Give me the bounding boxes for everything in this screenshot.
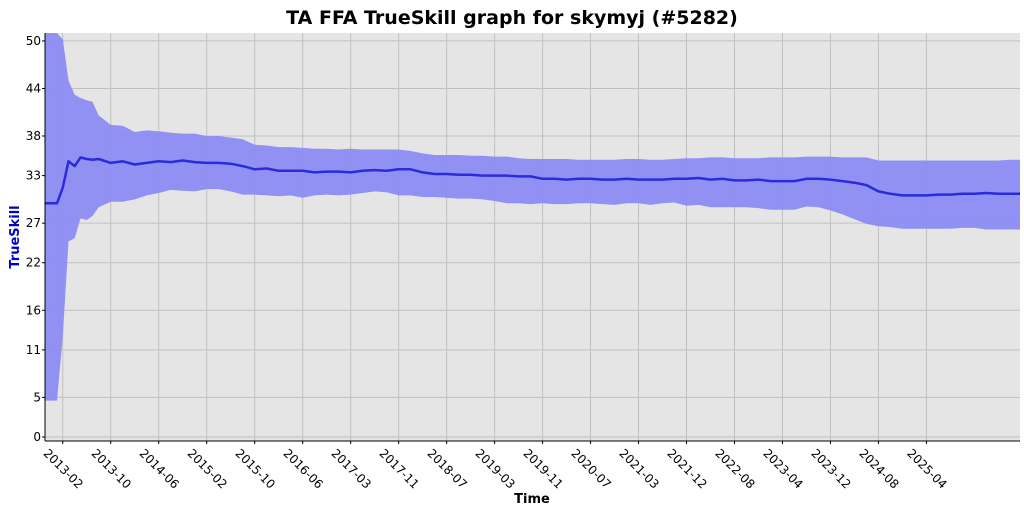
x-tick-label: 2013-02 — [41, 446, 86, 491]
x-tick-label: 2020-07 — [568, 446, 613, 491]
x-tick-label: 2023-12 — [808, 446, 853, 491]
x-tick-label: 2015-02 — [185, 446, 230, 491]
y-tick-label: 27 — [26, 216, 41, 230]
x-tick-label: 2021-03 — [616, 446, 661, 491]
x-gridlines — [62, 33, 927, 441]
y-tick-label: 38 — [26, 129, 41, 143]
y-tick-label: 50 — [26, 34, 41, 48]
x-tick-label: 2015-10 — [233, 446, 278, 491]
x-tick-label: 2019-03 — [472, 446, 517, 491]
x-tick-label: 2017-03 — [329, 446, 374, 491]
x-tick-label: 2024-08 — [856, 446, 901, 491]
x-tick-label: 2016-06 — [281, 446, 326, 491]
y-tick-label: 22 — [26, 256, 41, 270]
x-tick-label: 2025-04 — [904, 446, 949, 491]
x-tick-label: 2019-11 — [520, 446, 565, 491]
y-tick-label: 0 — [33, 430, 41, 444]
y-tick-label: 44 — [26, 81, 41, 95]
y-axis-label: TrueSkill — [8, 205, 23, 268]
y-tick-label: 16 — [26, 303, 41, 317]
x-tick-label: 2021-12 — [664, 446, 709, 491]
x-tick-label: 2017-11 — [377, 446, 422, 491]
x-tick-label: 2014-06 — [137, 446, 182, 491]
x-axis-label: Time — [514, 492, 550, 507]
x-tick-label: 2013-10 — [89, 446, 134, 491]
y-tick-label: 5 — [33, 390, 41, 404]
y-tick-labels: 0 5 11 16 22 27 33 38 44 50 — [26, 34, 45, 444]
chart-title: TA FFA TrueSkill graph for skymyj (#5282… — [286, 7, 738, 29]
trueskill-line — [45, 156, 1020, 205]
x-tick-label: 2022-08 — [712, 446, 757, 491]
y-tick-label: 11 — [26, 343, 41, 357]
y-tick-label: 33 — [26, 169, 41, 183]
x-tick-labels: 2013-02 2013-10 2014-06 2015-02 2015-10 2016-… — [41, 441, 950, 492]
plot-background — [45, 33, 1020, 441]
x-tick-label: 2023-04 — [760, 446, 805, 491]
x-tick-label: 2018-07 — [424, 446, 469, 491]
